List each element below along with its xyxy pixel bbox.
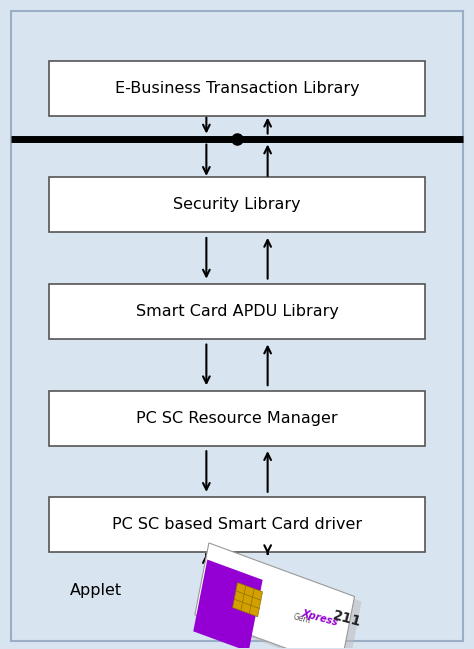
Text: Applet: Applet <box>70 583 122 598</box>
Text: 211: 211 <box>331 609 363 630</box>
Text: E-Business Transaction Library: E-Business Transaction Library <box>115 81 359 96</box>
Text: PC SC Resource Manager: PC SC Resource Manager <box>136 411 338 426</box>
Polygon shape <box>233 583 263 617</box>
FancyBboxPatch shape <box>48 61 426 116</box>
Text: PC SC based Smart Card driver: PC SC based Smart Card driver <box>112 517 362 532</box>
Polygon shape <box>202 548 362 649</box>
Polygon shape <box>195 543 355 649</box>
Text: Xpress: Xpress <box>301 609 339 628</box>
FancyBboxPatch shape <box>48 497 426 552</box>
FancyBboxPatch shape <box>11 11 463 641</box>
Text: Security Library: Security Library <box>173 197 301 212</box>
FancyBboxPatch shape <box>48 391 426 446</box>
Text: Smart Card APDU Library: Smart Card APDU Library <box>136 304 338 319</box>
FancyBboxPatch shape <box>48 284 426 339</box>
Polygon shape <box>193 559 263 649</box>
Text: Gem: Gem <box>292 613 311 626</box>
FancyBboxPatch shape <box>48 177 426 232</box>
